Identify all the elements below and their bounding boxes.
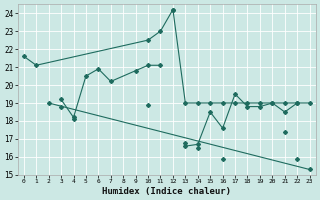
X-axis label: Humidex (Indice chaleur): Humidex (Indice chaleur) — [102, 187, 231, 196]
